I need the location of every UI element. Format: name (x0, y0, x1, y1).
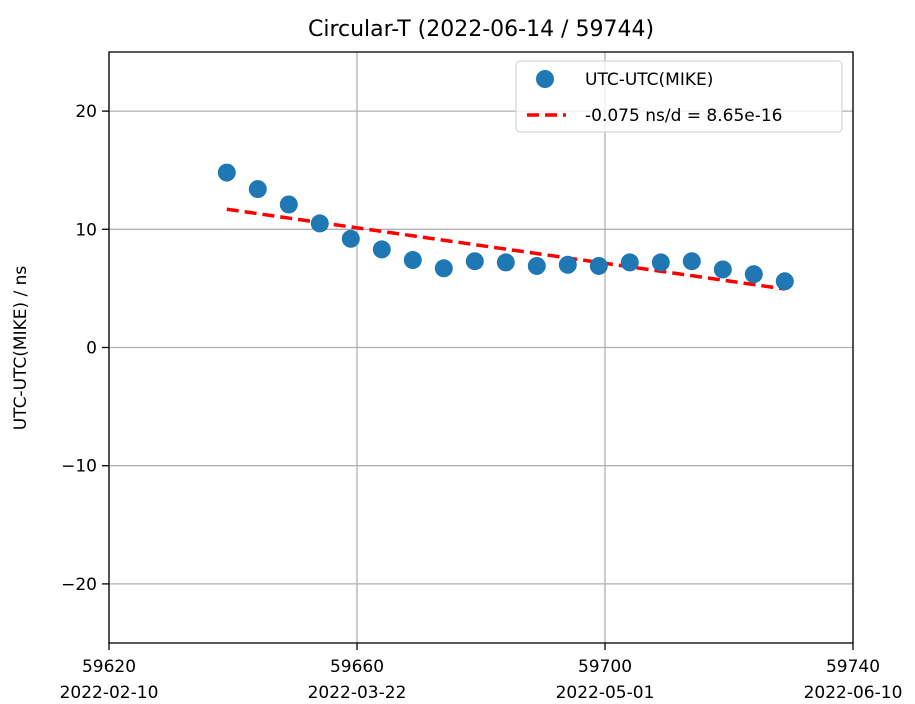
data-point (434, 259, 453, 278)
legend-label-line: -0.075 ns/d = 8.65e-16 (585, 106, 782, 126)
data-point (217, 163, 236, 182)
data-point (403, 251, 422, 270)
legend-label-scatter: UTC-UTC(MIKE) (585, 70, 713, 90)
data-point (527, 256, 546, 275)
data-point (651, 253, 670, 272)
data-point (558, 255, 577, 274)
data-point (372, 240, 391, 259)
x-tick-label-mjd: 59700 (578, 657, 632, 677)
data-point (496, 253, 515, 272)
x-tick-label-mjd: 59620 (82, 657, 136, 677)
chart-title: Circular-T (2022-06-14 / 59744) (308, 17, 654, 42)
data-point (682, 252, 701, 271)
x-tick-label-date: 2022-02-10 (60, 683, 159, 703)
y-axis-ticks: −20 −10 0 10 20 (61, 102, 109, 595)
x-tick-label-mjd: 59660 (330, 657, 384, 677)
legend-box (515, 60, 843, 133)
x-tick-label-date: 2022-03-22 (308, 683, 407, 703)
legend-marker-scatter (536, 70, 554, 88)
data-point (279, 195, 298, 214)
data-point (713, 260, 732, 279)
x-axis-ticks: 59620 2022-02-10 59660 2022-03-22 59700 2022-… (60, 643, 903, 703)
scatter-series (217, 163, 794, 291)
data-point (341, 229, 360, 248)
x-tick-label-date: 2022-05-01 (556, 683, 655, 703)
data-point (310, 214, 329, 233)
data-point (248, 180, 267, 199)
data-point (744, 265, 763, 284)
data-point (620, 253, 639, 272)
y-tick-label: 20 (75, 102, 97, 122)
y-tick-label: 0 (86, 339, 97, 359)
y-tick-label: −20 (61, 575, 97, 595)
data-point (589, 256, 608, 275)
x-tick-label-mjd: 59740 (826, 657, 880, 677)
data-point (465, 252, 484, 271)
y-tick-label: 10 (75, 220, 97, 240)
plot-frame (108, 51, 854, 644)
y-axis-label: UTC-UTC(MIKE) / ns (11, 266, 31, 431)
data-point (775, 272, 794, 291)
legend: UTC-UTC(MIKE) -0.075 ns/d = 8.65e-16 (515, 60, 843, 133)
x-tick-label-date: 2022-06-10 (804, 683, 903, 703)
y-tick-label: −10 (61, 457, 97, 477)
